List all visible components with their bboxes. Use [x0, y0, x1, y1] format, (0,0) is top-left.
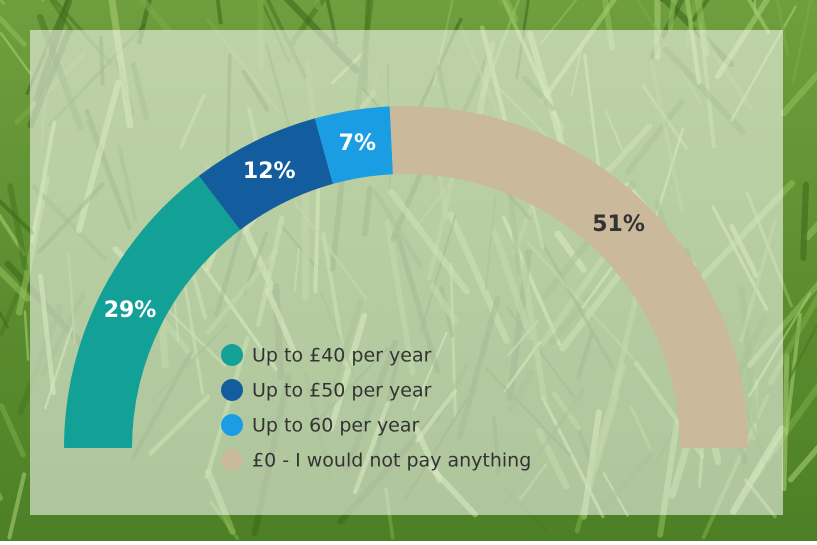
grass-blade	[754, 0, 755, 13]
value-label: 12%	[243, 159, 296, 184]
legend-label: Up to 60 per year	[252, 415, 420, 437]
value-label: 51%	[592, 212, 645, 237]
legend-label: Up to £50 per year	[252, 380, 432, 402]
grass-blade	[803, 185, 806, 258]
value-label: 7%	[339, 131, 376, 156]
value-label: 29%	[104, 298, 157, 323]
legend-swatch	[221, 379, 243, 401]
legend-label: Up to £40 per year	[252, 345, 432, 367]
legend-label: £0 - I would not pay anything	[252, 450, 531, 472]
grass-blade	[784, 356, 787, 489]
legend-swatch	[221, 414, 243, 436]
legend-swatch	[221, 344, 243, 366]
legend-swatch	[221, 449, 243, 471]
